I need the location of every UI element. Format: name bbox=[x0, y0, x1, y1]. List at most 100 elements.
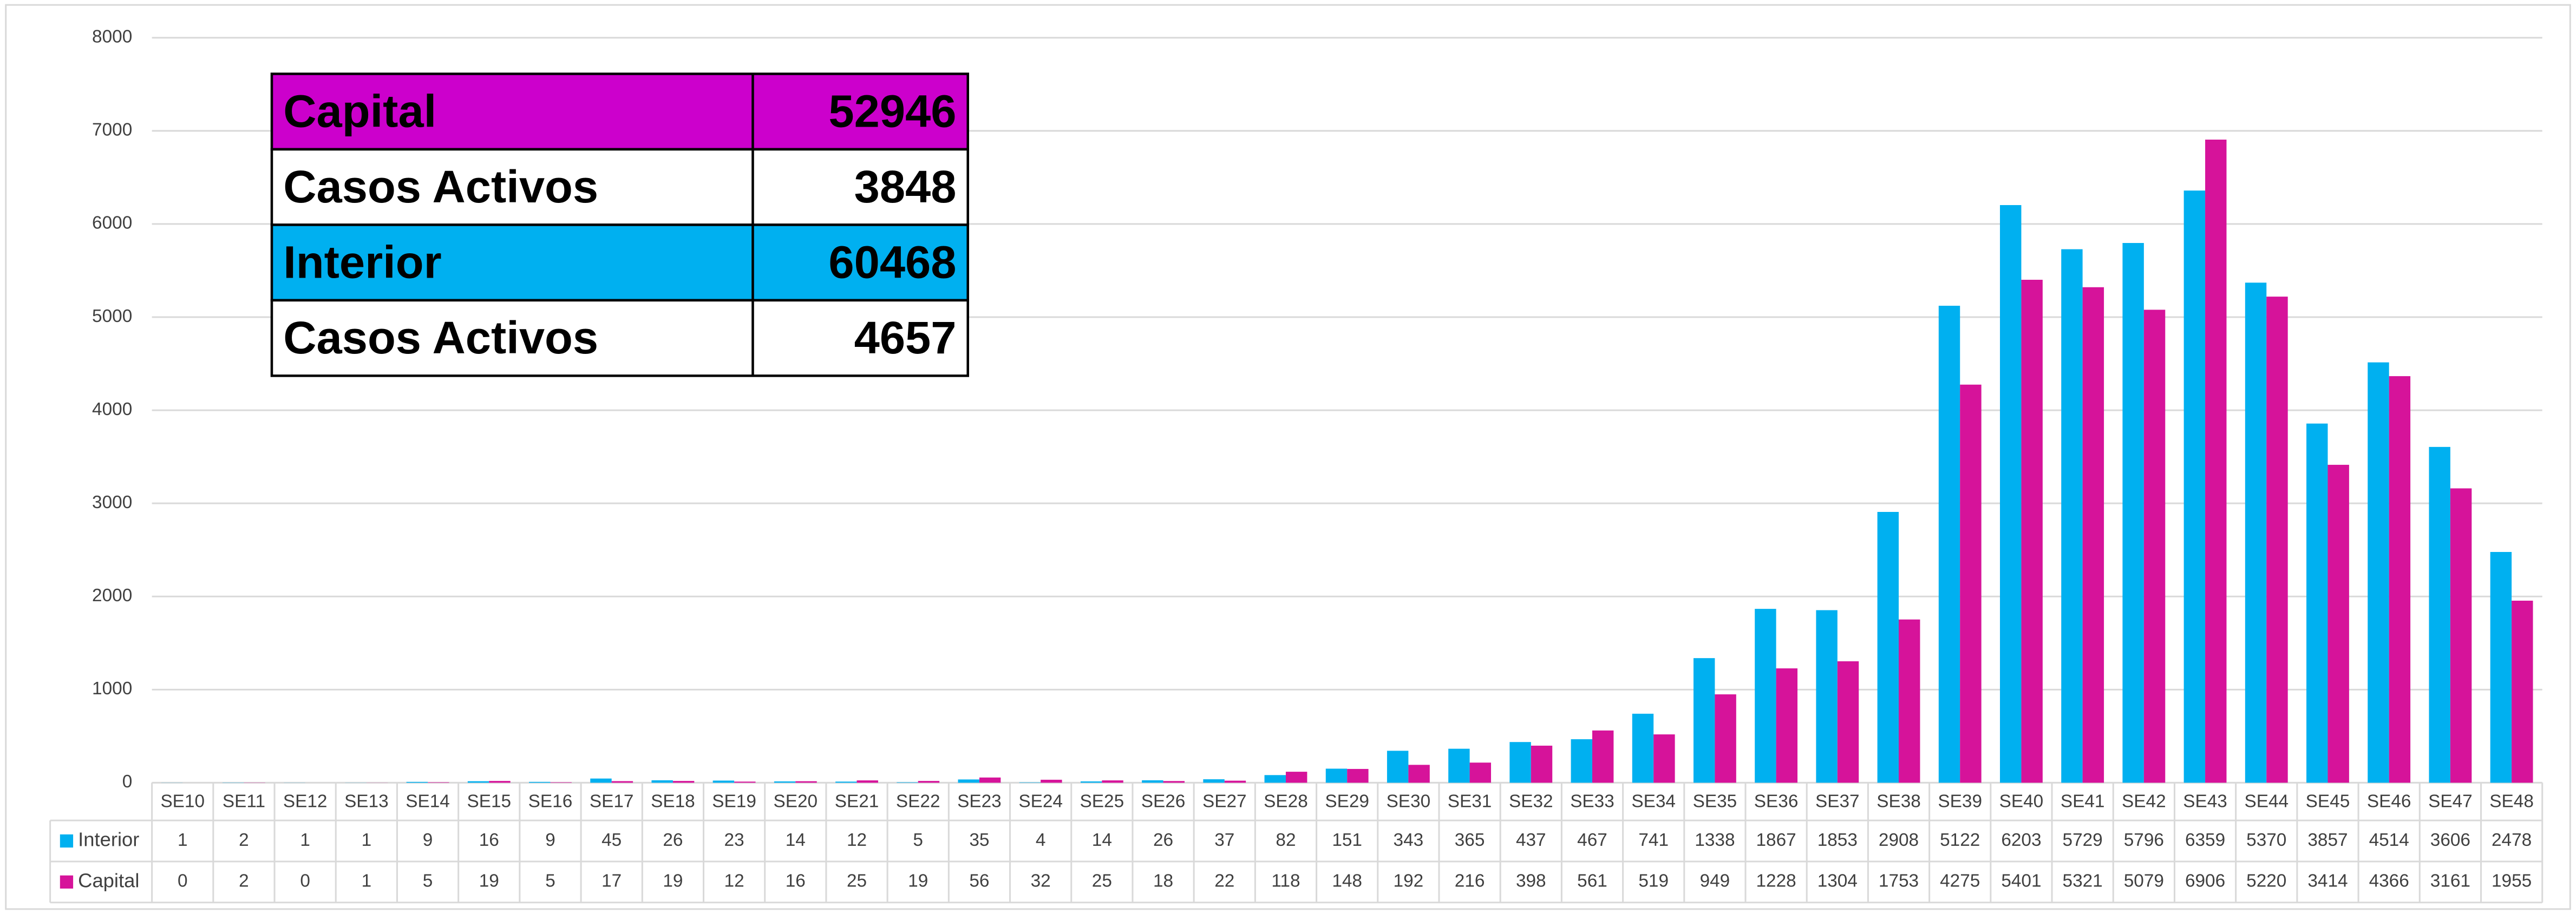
table-value: 26 bbox=[663, 830, 683, 850]
bar bbox=[1041, 779, 1062, 783]
bar bbox=[2000, 205, 2022, 783]
bar bbox=[1203, 779, 1225, 783]
bar bbox=[1899, 619, 1920, 783]
bar bbox=[2122, 243, 2144, 783]
bar bbox=[2490, 551, 2512, 783]
x-tick-label: SE26 bbox=[1141, 792, 1186, 812]
table-value: 17 bbox=[601, 871, 622, 891]
table-value: 467 bbox=[1577, 830, 1607, 850]
table-value: 32 bbox=[1031, 871, 1051, 891]
bar bbox=[918, 781, 940, 783]
table-value: 1228 bbox=[1756, 871, 1796, 891]
table-value: 5370 bbox=[2246, 830, 2286, 850]
table-value: 519 bbox=[1638, 871, 1669, 891]
summary-value: 52946 bbox=[828, 86, 956, 137]
table-value: 1753 bbox=[1879, 871, 1919, 891]
y-tick-label: 8000 bbox=[92, 27, 132, 47]
bar bbox=[2205, 140, 2227, 783]
y-tick-label: 5000 bbox=[92, 306, 132, 326]
bar bbox=[1325, 768, 1348, 783]
table-value: 148 bbox=[1332, 871, 1362, 891]
x-tick-label: SE35 bbox=[1693, 792, 1737, 812]
bar bbox=[529, 781, 551, 783]
table-value: 3606 bbox=[2430, 830, 2470, 850]
x-tick-label: SE13 bbox=[344, 792, 389, 812]
x-tick-label: SE30 bbox=[1387, 792, 1431, 812]
table-value: 0 bbox=[178, 871, 188, 891]
x-tick-label: SE24 bbox=[1018, 792, 1063, 812]
x-tick-label: SE40 bbox=[1999, 792, 2044, 812]
bar bbox=[1960, 384, 1982, 783]
summary-value: 4657 bbox=[854, 312, 957, 363]
bar bbox=[1285, 772, 1307, 783]
bar bbox=[1755, 609, 1776, 783]
table-value: 1 bbox=[362, 871, 372, 891]
bar bbox=[1080, 781, 1102, 783]
x-tick-label: SE11 bbox=[223, 792, 265, 812]
bar bbox=[1816, 610, 1838, 783]
x-tick-label: SE37 bbox=[1815, 792, 1860, 812]
x-tick-label: SE38 bbox=[1877, 792, 1921, 812]
table-value: 25 bbox=[1092, 871, 1112, 891]
bar bbox=[712, 780, 735, 783]
table-value: 9 bbox=[423, 830, 433, 850]
table-value: 5122 bbox=[1940, 830, 1980, 850]
y-tick-label: 1000 bbox=[92, 679, 132, 699]
chart-border bbox=[5, 4, 2571, 910]
table-value: 6906 bbox=[2185, 871, 2225, 891]
bar bbox=[2082, 287, 2104, 783]
table-value: 561 bbox=[1577, 871, 1607, 891]
table-value: 4366 bbox=[2369, 871, 2409, 891]
bar bbox=[1163, 781, 1185, 783]
table-value: 1955 bbox=[2492, 871, 2532, 891]
bar bbox=[2368, 362, 2389, 783]
bar bbox=[2450, 488, 2472, 783]
bar bbox=[2306, 423, 2328, 783]
table-value: 1853 bbox=[1817, 830, 1858, 850]
summary-row bbox=[270, 223, 969, 302]
table-value: 1 bbox=[300, 830, 310, 850]
x-tick-label: SE36 bbox=[1754, 792, 1799, 812]
bar bbox=[1102, 780, 1123, 783]
y-tick-label: 4000 bbox=[92, 399, 132, 419]
table-value: 5 bbox=[913, 830, 923, 850]
y-tick-label: 3000 bbox=[92, 492, 132, 512]
summary-value: 3848 bbox=[854, 161, 957, 212]
table-value: 6359 bbox=[2185, 830, 2225, 850]
table-value: 365 bbox=[1455, 830, 1485, 850]
table-value: 4514 bbox=[2369, 830, 2409, 850]
x-tick-label: SE14 bbox=[406, 792, 450, 812]
x-tick-label: SE44 bbox=[2244, 792, 2289, 812]
x-tick-label: SE20 bbox=[774, 792, 818, 812]
table-value: 3161 bbox=[2430, 871, 2470, 891]
bar bbox=[857, 780, 878, 783]
bar bbox=[1632, 713, 1654, 783]
bar bbox=[467, 781, 489, 783]
table-value: 2 bbox=[239, 871, 249, 891]
bar bbox=[651, 780, 673, 783]
table-value: 5 bbox=[545, 871, 555, 891]
table-value: 19 bbox=[663, 871, 683, 891]
table-value: 1 bbox=[362, 830, 372, 850]
x-tick-label: SE28 bbox=[1264, 792, 1308, 812]
table-value: 437 bbox=[1516, 830, 1546, 850]
table-value: 9 bbox=[545, 830, 555, 850]
table-value: 14 bbox=[786, 830, 806, 850]
bar bbox=[1693, 658, 1715, 783]
bar bbox=[2429, 446, 2450, 783]
table-value: 18 bbox=[1153, 871, 1173, 891]
summary-label: Casos Activos bbox=[283, 312, 598, 363]
table-value: 12 bbox=[847, 830, 867, 850]
table-value: 1 bbox=[178, 830, 188, 850]
table-value: 26 bbox=[1153, 830, 1173, 850]
table-value: 4 bbox=[1036, 830, 1046, 850]
table-value: 3414 bbox=[2307, 871, 2348, 891]
table-value: 741 bbox=[1638, 830, 1669, 850]
bar bbox=[835, 781, 857, 783]
x-tick-label: SE15 bbox=[467, 792, 511, 812]
table-value: 0 bbox=[300, 871, 310, 891]
bar bbox=[2266, 297, 2288, 783]
table-value: 6203 bbox=[2001, 830, 2041, 850]
x-tick-label: SE10 bbox=[160, 792, 205, 812]
